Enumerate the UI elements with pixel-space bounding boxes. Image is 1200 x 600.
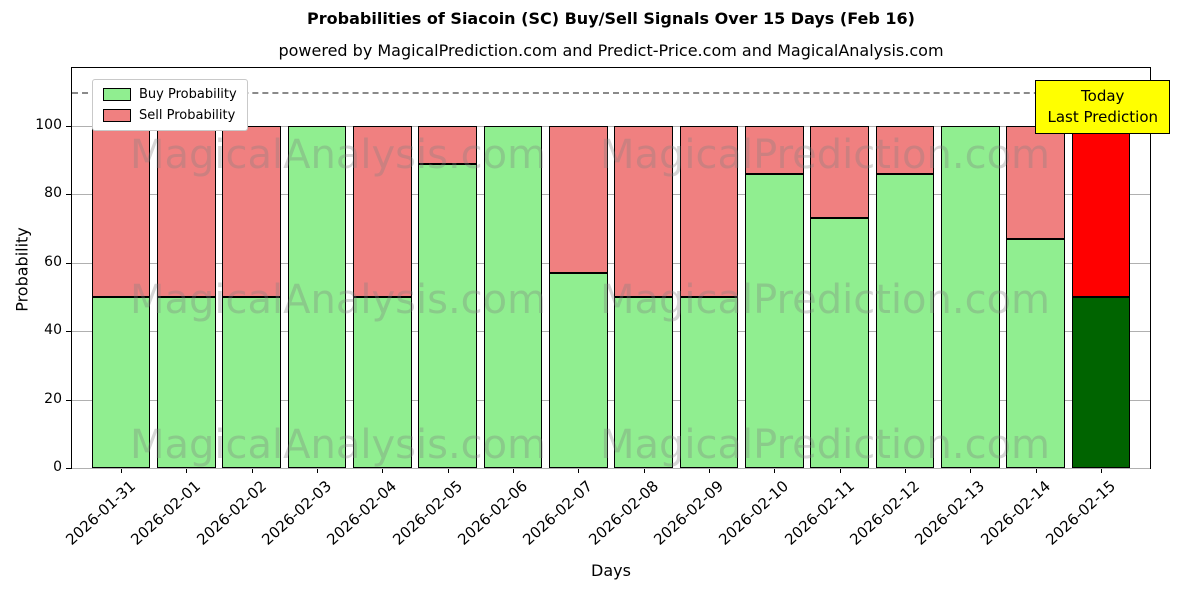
gridline-y-60 — [72, 262, 1150, 264]
gridline-y-80 — [72, 194, 1150, 196]
x-tick-mark-2026-02-06 — [513, 469, 514, 473]
y-tick-label-60: 60 — [44, 253, 62, 270]
x-tick-mark-2026-02-12 — [905, 469, 906, 473]
x-tick-mark-2026-01-31 — [121, 469, 122, 473]
legend-item-sell: Sell Probability — [103, 108, 237, 123]
gridline-y-100 — [72, 126, 1150, 128]
y-tick-mark-20 — [66, 399, 71, 401]
bar-buy-2026-02-04 — [352, 297, 412, 468]
bar-sell-2026-02-15 — [1071, 126, 1131, 298]
bar-buy-2026-02-03 — [287, 126, 347, 468]
legend-item-buy: Buy Probability — [103, 87, 237, 102]
x-tick-mark-2026-02-02 — [251, 469, 253, 473]
annotation-line1: Today — [1081, 87, 1125, 105]
y-tick-label-80: 80 — [44, 185, 62, 202]
y-tick-mark-60 — [66, 262, 71, 264]
gridline-y-20 — [72, 399, 1150, 401]
x-tick-mark-2026-02-03 — [317, 469, 318, 473]
legend-patch-sell — [103, 109, 131, 122]
gridline-y-0 — [72, 468, 1150, 469]
bar-sell-2026-02-05 — [418, 126, 478, 164]
bar-sell-2026-02-04 — [352, 126, 412, 298]
y-tick-label-0: 0 — [53, 459, 62, 475]
x-tick-mark-2026-02-09 — [709, 469, 710, 473]
bar-buy-2026-02-01 — [156, 297, 216, 468]
bar-buy-2026-02-02 — [222, 297, 282, 468]
x-tick-mark-2026-02-15 — [1101, 469, 1102, 473]
chart-subtitle: powered by MagicalPrediction.com and Pre… — [278, 41, 944, 60]
bar-sell-2026-01-31 — [91, 126, 151, 298]
y-tick-mark-80 — [66, 194, 71, 196]
dashed-threshold-line — [72, 91, 1150, 94]
x-tick-mark-2026-02-01 — [186, 469, 188, 473]
y-tick-mark-100 — [66, 126, 71, 128]
x-tick-mark-2026-02-04 — [382, 469, 384, 473]
legend: Buy Probability Sell Probability — [92, 79, 248, 131]
bar-sell-2026-02-11 — [810, 126, 870, 219]
legend-label: Buy Probability — [139, 87, 237, 102]
gridline-y-40 — [72, 331, 1150, 333]
bar-buy-2026-02-15 — [1071, 297, 1131, 468]
bar-buy-2026-01-31 — [91, 297, 151, 468]
bar-sell-2026-02-08 — [614, 126, 674, 298]
annotation-line2: Last Prediction — [1047, 108, 1158, 126]
bar-sell-2026-02-01 — [156, 126, 216, 298]
y-tick-label-20: 20 — [44, 390, 62, 407]
chart-title: Probabilities of Siacoin (SC) Buy/Sell S… — [307, 9, 915, 28]
x-axis-label: Days — [591, 561, 631, 580]
bar-buy-2026-02-14 — [1006, 238, 1066, 468]
y-tick-mark-0 — [66, 468, 71, 469]
bar-sell-2026-02-07 — [548, 126, 608, 274]
bar-buy-2026-02-05 — [418, 163, 478, 468]
y-tick-label-40: 40 — [44, 322, 62, 339]
legend-patch-buy — [103, 88, 131, 101]
x-tick-mark-2026-02-05 — [447, 469, 449, 473]
bar-buy-2026-02-07 — [548, 273, 608, 468]
bar-sell-2026-02-12 — [875, 126, 935, 174]
bar-buy-2026-02-12 — [875, 173, 935, 468]
bar-buy-2026-02-11 — [810, 218, 870, 468]
x-tick-mark-2026-02-13 — [970, 469, 972, 473]
bar-buy-2026-02-13 — [940, 126, 1000, 468]
bar-sell-2026-02-09 — [679, 126, 739, 298]
bar-buy-2026-02-10 — [744, 173, 804, 468]
bar-buy-2026-02-09 — [679, 297, 739, 468]
today-annotation: Today Last Prediction — [1035, 80, 1170, 134]
bar-sell-2026-02-02 — [222, 126, 282, 298]
bar-sell-2026-02-10 — [744, 126, 804, 174]
x-tick-mark-2026-02-11 — [839, 469, 841, 473]
legend-label: Sell Probability — [139, 108, 236, 123]
y-tick-label-100: 100 — [35, 117, 62, 134]
x-tick-mark-2026-02-10 — [774, 469, 776, 473]
y-tick-mark-40 — [66, 331, 71, 333]
x-tick-mark-2026-02-08 — [643, 469, 645, 473]
x-tick-mark-2026-02-07 — [578, 469, 580, 473]
x-tick-mark-2026-02-14 — [1035, 469, 1037, 473]
bar-buy-2026-02-06 — [483, 126, 543, 468]
bar-sell-2026-02-14 — [1006, 126, 1066, 239]
bar-buy-2026-02-08 — [614, 297, 674, 468]
